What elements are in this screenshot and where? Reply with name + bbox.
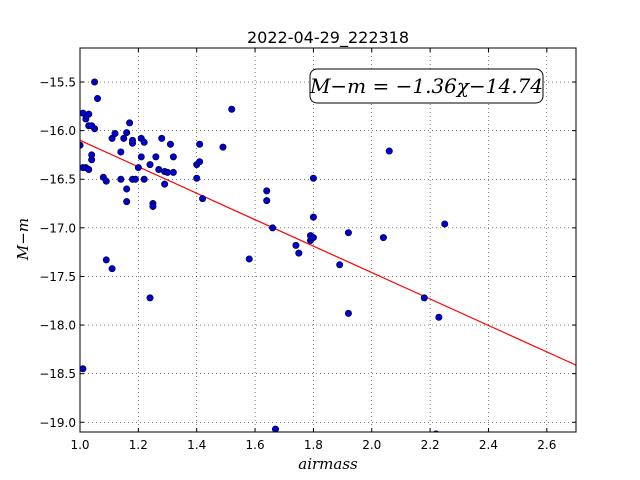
x-tick-label: 1.2 bbox=[129, 438, 148, 452]
data-point bbox=[196, 158, 204, 166]
y-tick-labels: −15.5 −16.0 −16.5 −17.0 −17.5 −18.0 −18.5 −19.0 bbox=[39, 76, 76, 430]
fit-equation: M−m = −1.36χ−14.74 bbox=[309, 74, 543, 98]
data-point bbox=[263, 197, 271, 205]
data-point bbox=[379, 234, 387, 242]
y-tick-label: −16.5 bbox=[39, 173, 76, 187]
data-point bbox=[196, 140, 204, 148]
fit-line bbox=[80, 139, 576, 366]
y-tick-label: −15.5 bbox=[39, 76, 76, 90]
y-tick-label: −16.0 bbox=[39, 124, 76, 138]
data-point bbox=[169, 153, 177, 161]
x-tick-label: 2.4 bbox=[479, 438, 498, 452]
data-point bbox=[91, 78, 99, 86]
data-point bbox=[245, 255, 253, 263]
data-point bbox=[193, 174, 201, 182]
x-tick-label: 1.6 bbox=[246, 438, 265, 452]
grid-lines bbox=[79, 48, 576, 432]
data-point bbox=[336, 261, 344, 269]
data-point bbox=[385, 147, 393, 155]
data-point bbox=[117, 148, 125, 156]
y-tick-label: −18.0 bbox=[39, 319, 76, 333]
data-point bbox=[111, 130, 119, 138]
axis-ticks bbox=[79, 48, 576, 432]
equation-annotation: M−m = −1.36χ−14.74 bbox=[309, 68, 544, 104]
data-point bbox=[85, 166, 93, 174]
data-point bbox=[219, 143, 227, 151]
y-axis-label: M−m bbox=[14, 218, 32, 261]
data-point bbox=[228, 105, 236, 113]
data-point bbox=[117, 175, 125, 183]
data-point bbox=[199, 195, 207, 203]
x-tick-label: 2.0 bbox=[362, 438, 381, 452]
data-point bbox=[123, 198, 131, 206]
y-tick-label: −17.0 bbox=[39, 221, 76, 235]
data-point bbox=[149, 202, 157, 210]
data-point bbox=[295, 249, 303, 257]
y-tick-label: −17.5 bbox=[39, 270, 76, 284]
data-point bbox=[269, 224, 277, 232]
data-point bbox=[309, 213, 317, 221]
x-tick-label: 1.0 bbox=[70, 438, 89, 452]
x-axis-label: airmass bbox=[298, 455, 358, 473]
x-tick-labels: 1.0 1.2 1.4 1.6 1.8 2.0 2.2 2.4 2.6 bbox=[70, 438, 556, 452]
data-point bbox=[344, 309, 352, 317]
data-point bbox=[344, 229, 352, 237]
data-point bbox=[441, 220, 449, 228]
x-tick-label: 1.8 bbox=[304, 438, 323, 452]
data-point bbox=[271, 425, 279, 432]
data-point bbox=[108, 265, 116, 273]
data-point bbox=[131, 175, 139, 183]
data-points bbox=[80, 78, 449, 432]
data-point bbox=[164, 168, 172, 176]
y-tick-label: −18.5 bbox=[39, 367, 76, 381]
data-point bbox=[80, 109, 87, 117]
data-point bbox=[129, 136, 137, 144]
data-point bbox=[94, 95, 102, 103]
y-tick-label: −19.0 bbox=[39, 416, 76, 430]
data-point bbox=[146, 294, 154, 302]
data-point bbox=[158, 134, 166, 142]
data-point bbox=[140, 175, 148, 183]
data-point bbox=[309, 234, 317, 242]
data-point bbox=[161, 180, 169, 188]
x-tick-label: 2.6 bbox=[537, 438, 556, 452]
chart-title: 2022-04-29_222318 bbox=[247, 28, 409, 48]
data-point bbox=[169, 168, 177, 176]
data-point bbox=[435, 313, 443, 321]
data-point bbox=[102, 256, 110, 264]
data-point bbox=[137, 153, 145, 161]
data-point bbox=[152, 153, 160, 161]
data-point bbox=[85, 110, 93, 118]
annotation-box bbox=[309, 68, 544, 104]
data-point bbox=[420, 294, 428, 302]
data-point bbox=[123, 129, 131, 137]
data-point bbox=[140, 138, 148, 146]
x-tick-label: 1.4 bbox=[187, 438, 206, 452]
data-point bbox=[88, 151, 96, 159]
x-tick-label: 2.2 bbox=[421, 438, 440, 452]
data-point bbox=[80, 164, 87, 172]
plot-frame bbox=[79, 47, 577, 433]
data-point bbox=[309, 174, 317, 182]
data-point bbox=[80, 365, 87, 373]
data-point bbox=[155, 166, 163, 174]
data-point bbox=[120, 134, 128, 142]
data-point bbox=[88, 122, 96, 130]
data-point bbox=[102, 177, 110, 185]
data-point bbox=[263, 187, 271, 195]
data-point bbox=[126, 119, 134, 127]
data-point bbox=[166, 140, 174, 148]
data-point bbox=[146, 161, 154, 169]
data-point bbox=[123, 185, 131, 193]
data-point bbox=[292, 241, 300, 249]
data-point bbox=[134, 164, 142, 172]
